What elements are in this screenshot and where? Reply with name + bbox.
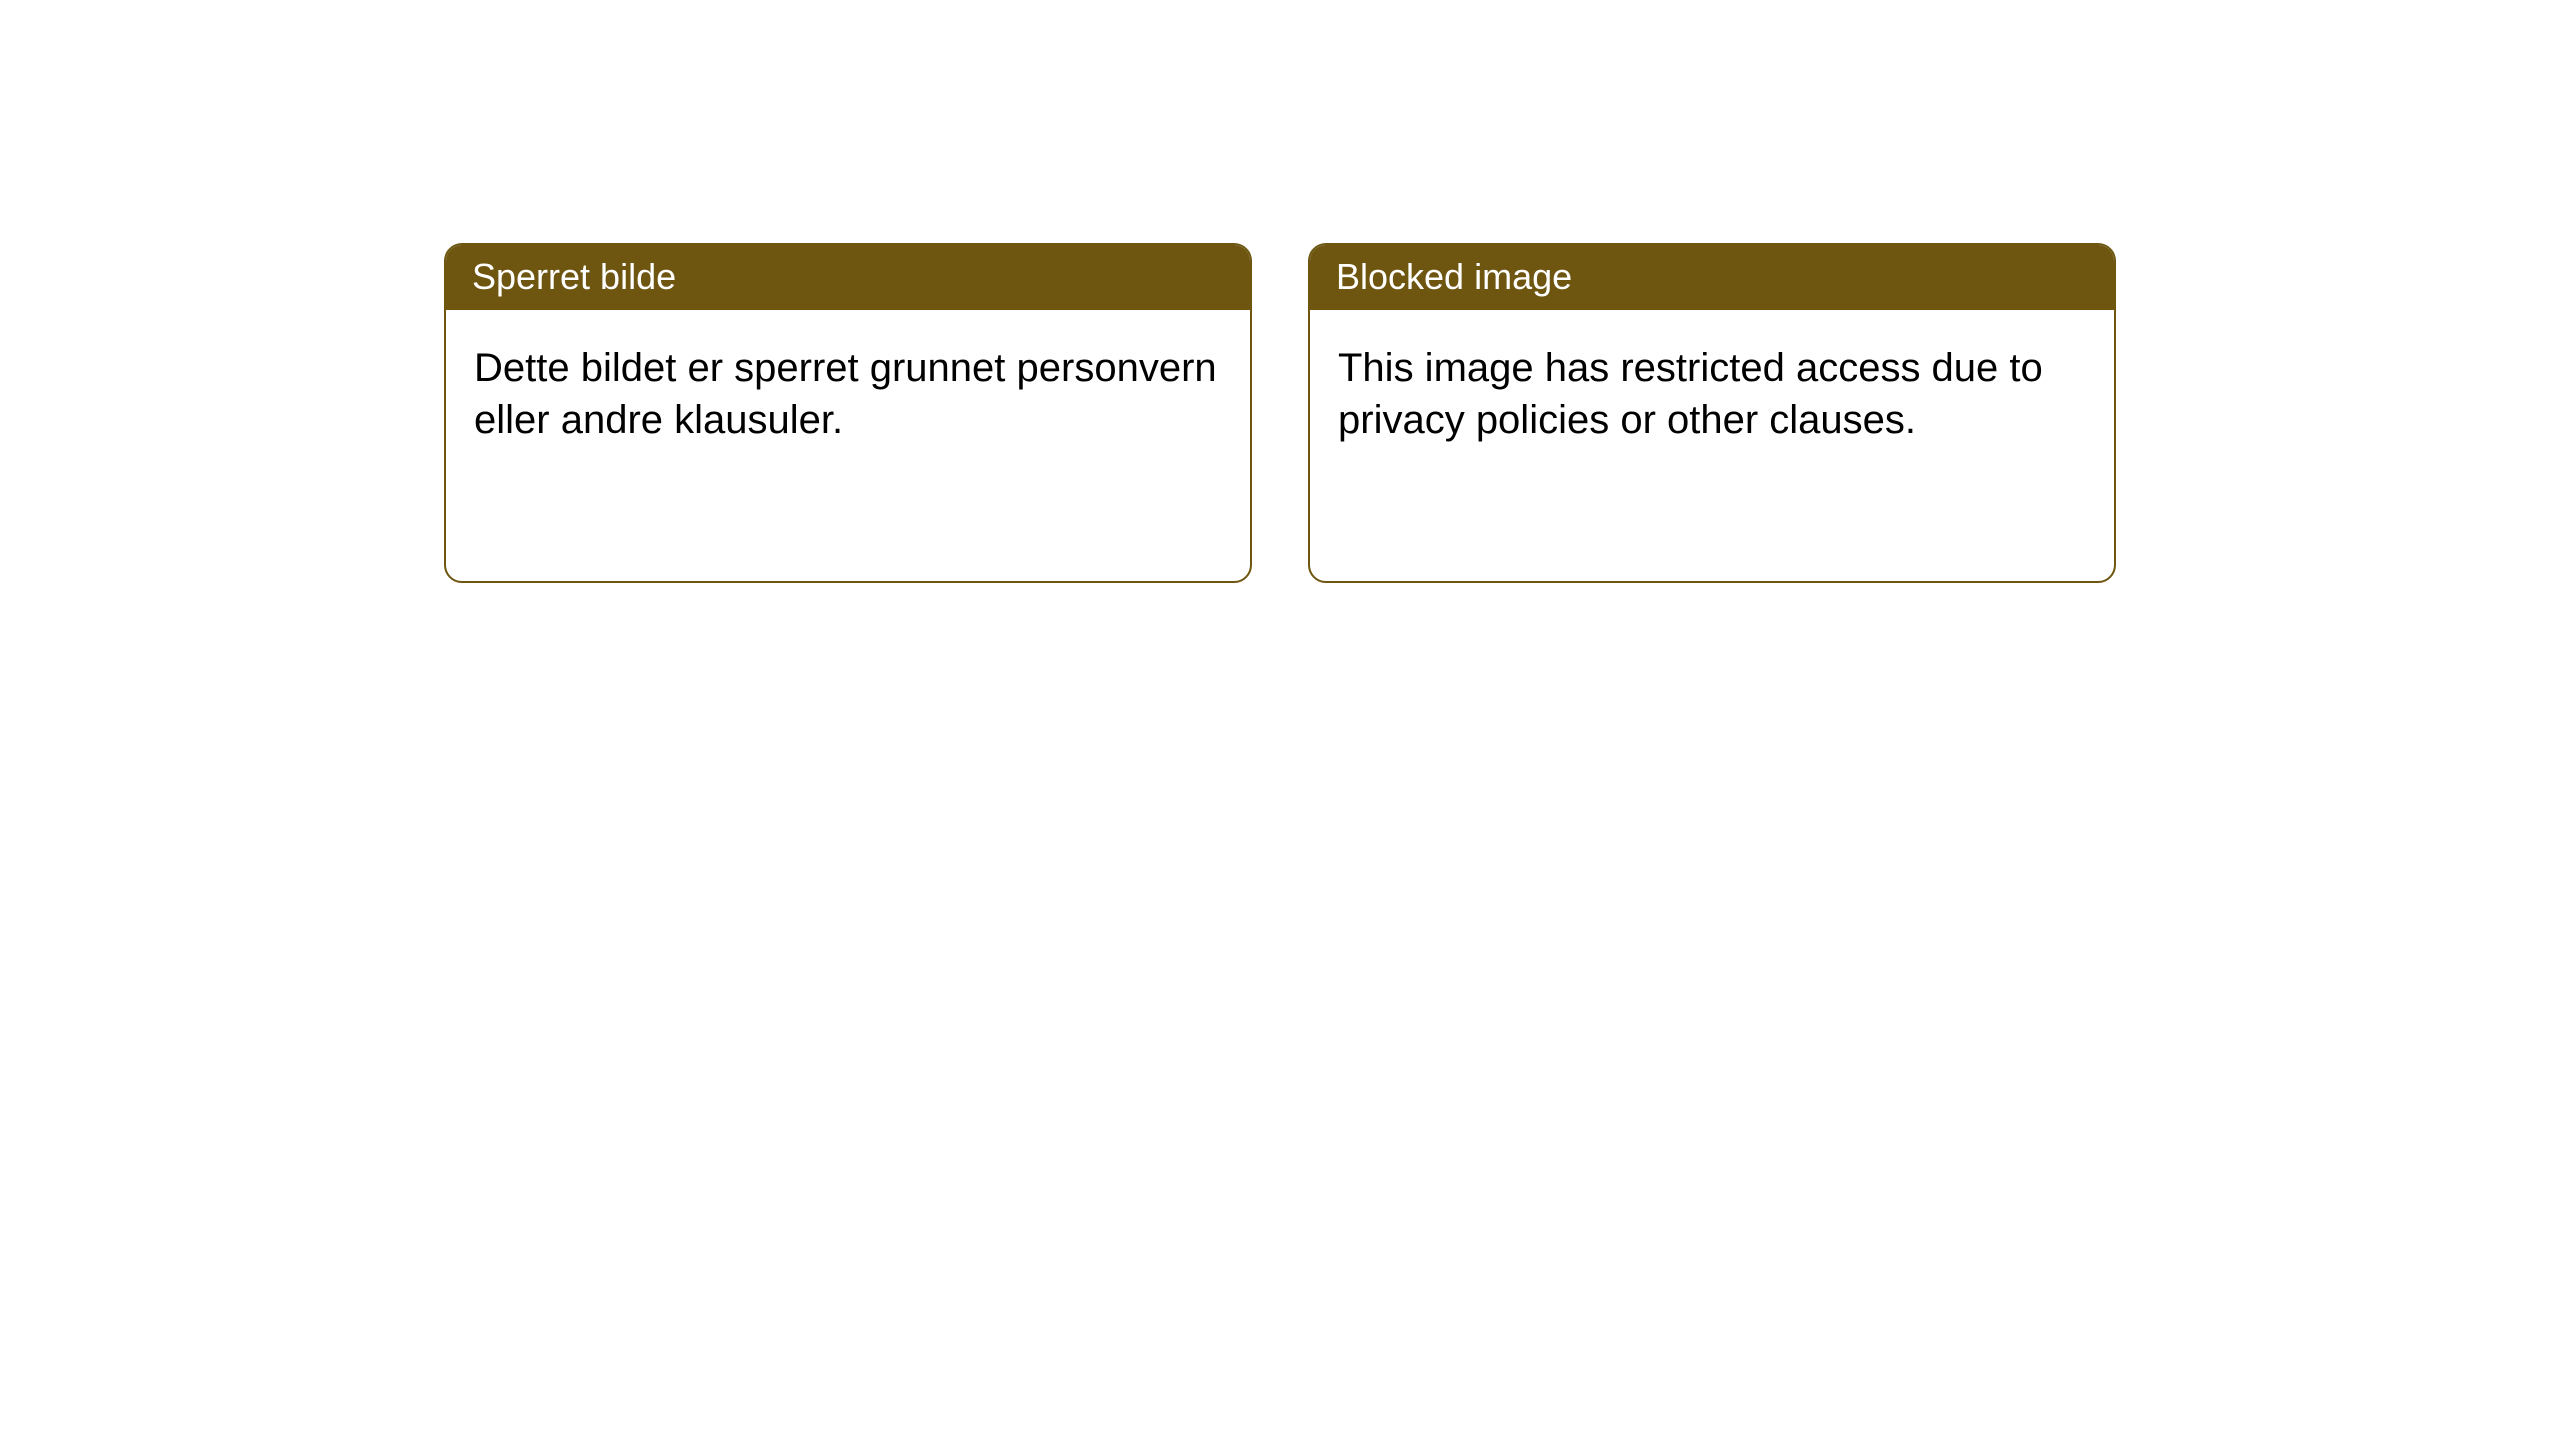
blocked-image-card-no: Sperret bilde Dette bildet er sperret gr… bbox=[444, 243, 1252, 583]
card-header: Blocked image bbox=[1310, 245, 2114, 310]
card-header: Sperret bilde bbox=[446, 245, 1250, 310]
notice-cards-row: Sperret bilde Dette bildet er sperret gr… bbox=[0, 0, 2560, 583]
card-body: Dette bildet er sperret grunnet personve… bbox=[446, 310, 1250, 478]
blocked-image-card-en: Blocked image This image has restricted … bbox=[1308, 243, 2116, 583]
card-body-text: This image has restricted access due to … bbox=[1338, 346, 2043, 442]
card-body: This image has restricted access due to … bbox=[1310, 310, 2114, 478]
card-header-text: Blocked image bbox=[1336, 256, 1572, 297]
card-header-text: Sperret bilde bbox=[472, 256, 676, 297]
card-body-text: Dette bildet er sperret grunnet personve… bbox=[474, 346, 1217, 442]
